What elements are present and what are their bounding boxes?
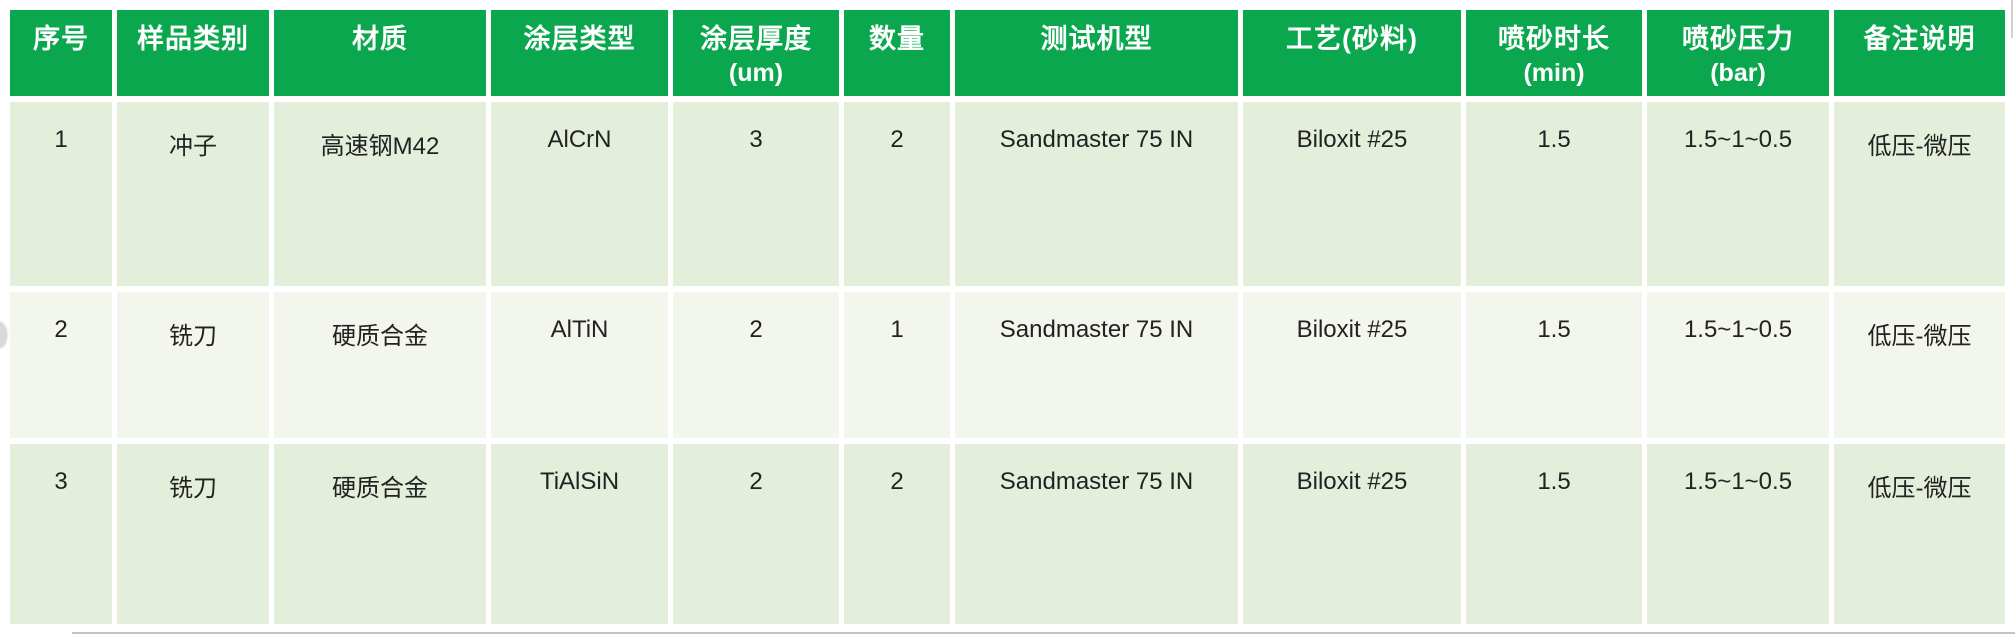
table-cell: 1.5 [1466,444,1642,624]
table-cell: 1.5 [1466,292,1642,438]
table-cell: 2 [844,444,950,624]
column-header-label: 喷砂压力 [1682,24,1794,54]
column-header-unit: (um) [728,59,784,87]
column-header-label: 序号 [33,24,89,54]
table-cell: AlTiN [491,292,668,438]
sample-test-table: 序号 样品类别 材质 涂层类型 涂层厚度 (um) 数量 测试机型 工艺(砂料) 喷砂时长 (min… [10,10,2005,624]
table-cell: 铣刀 [117,444,269,624]
table-cell: Sandmaster 75 IN [955,102,1238,286]
column-header: 样品类别 [117,10,269,96]
left-edge-artifact [0,322,7,348]
column-header: 涂层厚度 (um) [673,10,839,96]
column-header: 序号 [10,10,112,96]
column-header: 涂层类型 [491,10,668,96]
table-cell: 高速钢M42 [274,102,486,286]
column-header: 喷砂时长 (min) [1466,10,1642,96]
table-cell: 1.5~1~0.5 [1647,102,1829,286]
table-cell: 1.5 [1466,102,1642,286]
table-cell: Biloxit #25 [1243,292,1461,438]
column-header-unit: (min) [1523,59,1585,87]
table-cell: 2 [673,292,839,438]
table-cell: 铣刀 [117,292,269,438]
table-cell: TiAlSiN [491,444,668,624]
table-cell: 低压-微压 [1834,292,2005,438]
table-cell: 1 [844,292,950,438]
table-cell: 硬质合金 [274,444,486,624]
column-header-label: 工艺(砂料) [1286,24,1418,54]
table-cell: 1.5~1~0.5 [1647,444,1829,624]
table-cell: Sandmaster 75 IN [955,444,1238,624]
column-header-label: 涂层厚度 [700,24,812,54]
table-cell: 冲子 [117,102,269,286]
column-header-label: 涂层类型 [523,24,636,54]
table-cell: 3 [673,102,839,286]
column-header-label: 材质 [352,24,408,54]
column-header-unit: (bar) [1710,59,1766,87]
column-header: 备注说明 [1834,10,2005,96]
table-cell: AlCrN [491,102,668,286]
column-header-label: 数量 [869,24,925,54]
table-cell: Biloxit #25 [1243,102,1461,286]
table-cell: Sandmaster 75 IN [955,292,1238,438]
table-cell: 2 [10,292,112,438]
table-cell: 低压-微压 [1834,102,2005,286]
table-cell: 1 [10,102,112,286]
column-header-label: 样品类别 [137,24,249,54]
table-cell: Biloxit #25 [1243,444,1461,624]
column-header: 工艺(砂料) [1243,10,1461,96]
table-cell: 硬质合金 [274,292,486,438]
window-bottom-border [72,632,2015,634]
column-header-label: 测试机型 [1040,24,1153,54]
column-header: 测试机型 [955,10,1238,96]
column-header: 喷砂压力 (bar) [1647,10,1829,96]
column-header: 数量 [844,10,950,96]
column-header-label: 备注说明 [1863,24,1976,54]
column-header-label: 喷砂时长 [1498,24,1610,54]
window-right-border [2011,0,2013,38]
table-cell: 2 [844,102,950,286]
table-cell: 3 [10,444,112,624]
table-cell: 低压-微压 [1834,444,2005,624]
column-header: 材质 [274,10,486,96]
table-cell: 1.5~1~0.5 [1647,292,1829,438]
table-cell: 2 [673,444,839,624]
